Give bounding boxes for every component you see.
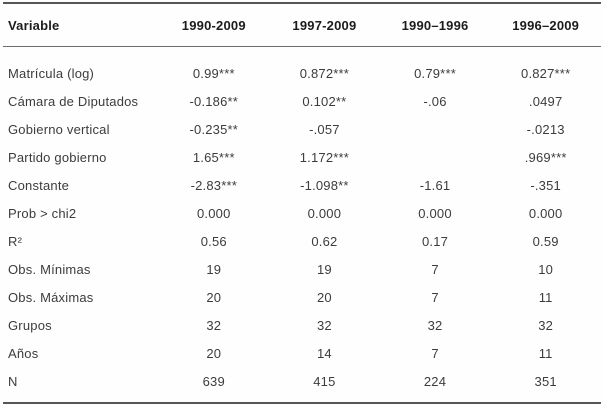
cell-value: 0.99***	[192, 65, 235, 81]
cell-value: 0.000	[307, 205, 342, 221]
row-label: N	[8, 373, 18, 389]
cell-value: 7	[431, 289, 439, 305]
cell-value: 0.000	[528, 205, 563, 221]
cell-value	[380, 143, 491, 171]
cell-value: -1.61	[419, 177, 451, 193]
cell-value: 11	[538, 289, 553, 305]
row-label: Años	[8, 345, 39, 361]
table-row: Gobierno vertical -0.235** -.057 -.0213	[3, 115, 601, 143]
table-row: R² 0.56 0.62 0.17 0.59	[3, 227, 601, 255]
regression-table: Variable 1990-2009 1997-2009 1990–1996 1996–…	[3, 2, 601, 404]
cell-value	[380, 115, 491, 143]
row-label: Prob > chi2	[8, 205, 77, 221]
cell-value: 0.872***	[299, 65, 350, 81]
cell-value: 0.000	[418, 205, 452, 221]
cell-value: -.0213	[526, 121, 565, 137]
cell-value: 0.56	[200, 233, 227, 249]
cell-value: 19	[206, 261, 222, 277]
cell-value: 224	[423, 373, 447, 389]
cell-value: 351	[534, 373, 557, 389]
cell-value: 20	[206, 289, 222, 305]
cell-value: -0.186**	[189, 93, 239, 109]
table-row: Obs. Mínimas 19 19 7 10	[3, 255, 601, 283]
row-label: Partido gobierno	[8, 149, 107, 165]
cell-value: 7	[431, 345, 439, 361]
cell-value: 20	[316, 289, 332, 305]
cell-value: 0.102**	[302, 93, 347, 109]
table-row: Cámara de Diputados -0.186** 0.102** -.06 .0…	[3, 87, 601, 115]
row-label: Obs. Máximas	[8, 289, 94, 305]
cell-value: -1.098**	[300, 177, 349, 193]
cell-value: 7	[431, 261, 439, 277]
table-row: Grupos 32 32 32 32	[3, 311, 601, 339]
table-row: Años 20 14 7 11	[3, 339, 601, 367]
table-row: Prob > chi2 0.000 0.000 0.000 0.000	[3, 199, 601, 227]
row-label: Gobierno vertical	[8, 121, 110, 137]
cell-value: -2.83***	[190, 177, 237, 193]
cell-value: .969***	[524, 149, 567, 165]
row-label: Obs. Mínimas	[8, 261, 91, 277]
cell-value: 0.79***	[414, 65, 456, 81]
column-header-period: 1997-2009	[269, 3, 380, 47]
column-header-variable: Variable	[3, 3, 159, 47]
cell-value: 19	[316, 261, 332, 277]
cell-value: -0.235**	[189, 121, 239, 137]
cell-value: 415	[313, 373, 336, 389]
cell-value: -.351	[530, 177, 561, 193]
row-label: Cámara de Diputados	[8, 93, 139, 109]
column-header-period: 1996–2009	[490, 3, 601, 47]
cell-value: 0.62	[311, 233, 338, 249]
row-label: Grupos	[8, 317, 52, 333]
cell-value: 639	[202, 373, 225, 389]
cell-value: 32	[206, 317, 222, 333]
row-label: R²	[8, 233, 23, 249]
cell-value: 0.000	[197, 205, 231, 221]
cell-value: 0.17	[421, 233, 449, 249]
cell-value: 0.59	[532, 233, 559, 249]
row-label: Constante	[8, 177, 70, 193]
cell-value: 14	[316, 345, 332, 361]
cell-value: 11	[538, 345, 553, 361]
cell-value: -.06	[423, 93, 447, 109]
table-row: Matrícula (log) 0.99*** 0.872*** 0.79*** 0.8…	[3, 47, 601, 88]
table-row: Obs. Máximas 20 20 7 11	[3, 283, 601, 311]
table-row: Constante -2.83*** -1.098** -1.61 -.351	[3, 171, 601, 199]
table-body: Matrícula (log) 0.99*** 0.872*** 0.79*** 0.8…	[3, 47, 601, 404]
cell-value: -.057	[309, 121, 340, 137]
cell-value: 0.827***	[521, 65, 571, 81]
header-row: Variable 1990-2009 1997-2009 1990–1996 1996–…	[3, 3, 601, 47]
column-header-period: 1990–1996	[379, 3, 491, 47]
row-label: Matrícula (log)	[8, 65, 95, 81]
column-header-period: 1990-2009	[158, 3, 270, 47]
cell-value: 1.65***	[192, 149, 235, 165]
cell-value: 10	[538, 261, 554, 277]
cell-value: 20	[206, 345, 222, 361]
cell-value: 1.172***	[299, 149, 350, 165]
cell-value: .0497	[528, 93, 563, 109]
table-row: Partido gobierno 1.65*** 1.172*** .969***	[3, 143, 601, 171]
cell-value: 32	[538, 317, 554, 333]
table-row: N 639 415 224 351	[3, 367, 601, 403]
cell-value: 32	[427, 317, 443, 333]
cell-value: 32	[316, 317, 332, 333]
